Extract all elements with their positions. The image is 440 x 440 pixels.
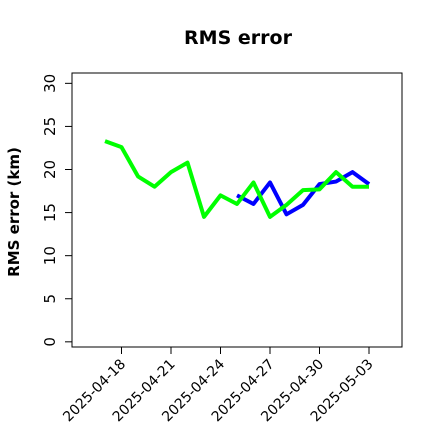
y-tick-label: 15 bbox=[41, 203, 59, 222]
series-layer bbox=[104, 139, 371, 219]
y-tick-label: 25 bbox=[41, 117, 59, 136]
y-tick-label: 30 bbox=[41, 74, 59, 93]
y-axis: 0 5 10 15 20 25 30 bbox=[41, 74, 72, 347]
y-tick-label: 10 bbox=[41, 246, 59, 265]
series-line-2 bbox=[104, 139, 369, 219]
y-tick-label: 0 bbox=[41, 337, 59, 347]
y-axis-label: RMS error (km) bbox=[5, 147, 23, 277]
y-tick-label: 20 bbox=[41, 160, 59, 179]
chart-title: RMS error bbox=[184, 27, 293, 49]
x-axis: 2025-04-182025-04-212025-04-242025-04-27… bbox=[60, 347, 377, 425]
y-tick-label: 5 bbox=[41, 294, 59, 304]
plot-area-frame bbox=[71, 72, 403, 348]
